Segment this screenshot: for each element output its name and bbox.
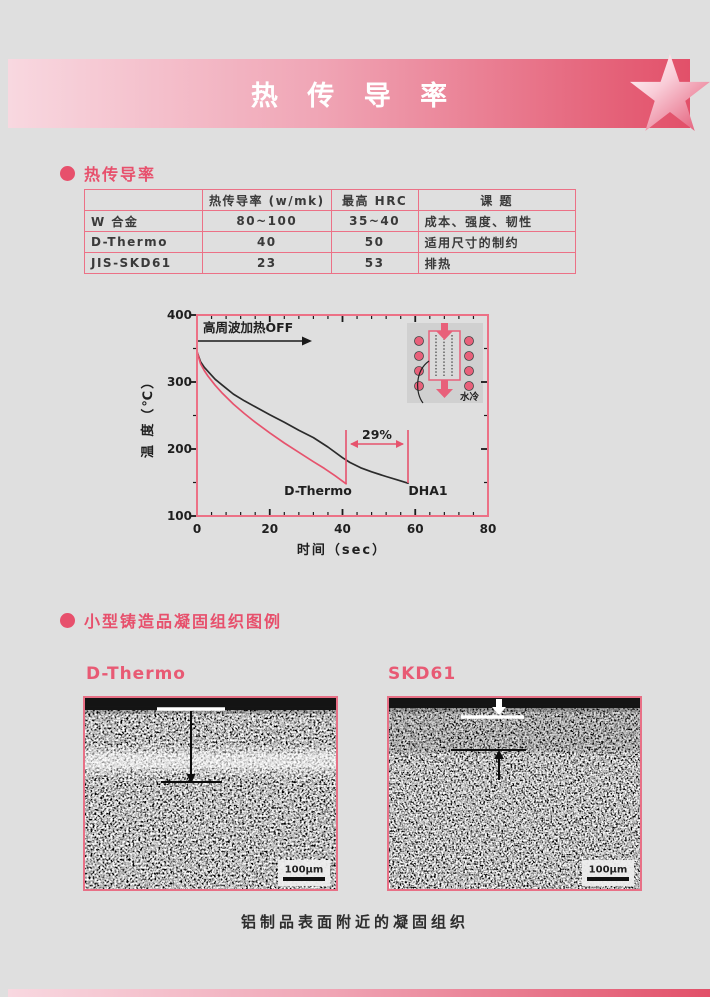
svg-text:40: 40 — [334, 522, 351, 536]
depth-arrowhead-icon — [186, 774, 196, 784]
water-cooling-inset: 水冷 — [407, 323, 483, 404]
heater-off-label: 高周波加热OFF — [203, 320, 293, 335]
cell-issue: 适用尺寸的制约 — [417, 231, 576, 253]
inset-label: 水冷 — [460, 391, 480, 403]
section-title: 热传导率 — [84, 165, 157, 184]
y-axis-title: 温 度（℃） — [140, 374, 156, 458]
svg-text:80: 80 — [480, 522, 497, 536]
cooling-chart-block: 水冷 0 20 40 60 80 100 200 300 400 高周波加热OFF 29% D-… — [130, 298, 530, 572]
footer-bar — [8, 989, 710, 997]
cell-material: D-Thermo — [84, 231, 203, 253]
scale-bar-line — [283, 877, 325, 881]
scale-label: 100μm — [589, 865, 628, 876]
grain-texture — [389, 698, 640, 889]
header-banner: 热 传 导 率 — [8, 59, 690, 128]
grain-texture — [85, 698, 336, 889]
table-header-row: 热传导率 (w/mk) 最高 HRC 课 题 — [84, 189, 576, 211]
cell-issue: 成本、强度、韧性 — [417, 210, 576, 232]
cell-hrc: 53 — [330, 252, 419, 274]
micrograph-dthermo: 100μm — [75, 696, 346, 891]
bullet-icon — [60, 612, 75, 628]
cell-material: JIS-SKD61 — [84, 252, 203, 274]
micrograph-skd61: 100μm — [379, 696, 650, 891]
surface-arrow-icon — [492, 699, 506, 715]
cell-material: W 合金 — [84, 210, 203, 232]
cell-conductivity: 40 — [202, 231, 332, 253]
svg-text:20: 20 — [261, 522, 278, 536]
table-row: JIS-SKD61 23 53 排热 — [84, 252, 576, 274]
x-axis-title: 时间（sec） — [297, 542, 387, 558]
svg-text:60: 60 — [407, 522, 424, 536]
table-row: D-Thermo 40 50 适用尺寸的制约 — [84, 231, 576, 253]
micrograph-skd61-image: 100μm — [379, 698, 650, 889]
heater-off-arrowhead-icon — [302, 336, 312, 346]
gap-arrowhead-right-icon — [396, 440, 404, 448]
header-hrc: 最高 HRC — [330, 189, 419, 211]
gap-percent-label: 29% — [362, 427, 392, 442]
section-heading-thermal: 热传导率 — [60, 161, 156, 185]
series-label-dha1: DHA1 — [408, 483, 447, 498]
section-heading-micro: 小型铸造品凝固组织图例 — [60, 608, 282, 632]
svg-text:300: 300 — [167, 375, 192, 389]
svg-text:200: 200 — [167, 442, 192, 456]
header-conductivity: 热传导率 (w/mk) — [202, 189, 332, 211]
micrograph-title-dthermo: D-Thermo — [86, 664, 186, 684]
bullet-icon — [60, 165, 75, 181]
table-row: W 合金 80~100 35~40 成本、强度、韧性 — [84, 210, 576, 232]
thermocouple-line — [417, 360, 430, 404]
plot-frame — [196, 314, 489, 517]
scale-bar: 100μm — [278, 860, 330, 886]
svg-text:0: 0 — [193, 522, 201, 536]
scale-bar-line — [587, 877, 629, 881]
water-flow-arrow-icon — [436, 323, 453, 398]
svg-text:400: 400 — [167, 308, 192, 322]
cell-conductivity: 80~100 — [202, 210, 332, 232]
cell-issue: 排热 — [417, 252, 576, 274]
micrograph-dthermo-image: 100μm — [75, 698, 346, 889]
cooling-chart: 水冷 0 20 40 60 80 100 200 300 400 高周波加热OFF 29% D-… — [140, 308, 496, 558]
surface-band — [389, 698, 640, 708]
scale-label: 100μm — [285, 865, 324, 876]
cell-hrc: 50 — [330, 231, 419, 253]
cell-hrc: 35~40 — [330, 210, 419, 232]
svg-text:100: 100 — [167, 509, 192, 523]
micrograph-caption: 铝制品表面附近的凝固组织 — [240, 913, 469, 931]
chill-zone-band — [75, 748, 346, 774]
conductivity-table: 热传导率 (w/mk) 最高 HRC 课 题 W 合金 80~100 35~40… — [84, 189, 576, 274]
chart-plot-area: 0 20 40 60 80 100 200 300 400 — [167, 308, 496, 536]
header-empty — [84, 189, 203, 211]
page-title: 热 传 导 率 — [250, 81, 458, 112]
section-title: 小型铸造品凝固组织图例 — [84, 612, 283, 631]
series-label-dthermo: D-Thermo — [284, 483, 352, 498]
scale-bar: 100μm — [582, 860, 634, 886]
gap-arrowhead-left-icon — [350, 440, 358, 448]
header-issue: 课 题 — [417, 189, 576, 211]
depth-arrowhead-icon — [494, 750, 504, 759]
micrograph-title-skd61: SKD61 — [388, 664, 457, 684]
cell-conductivity: 23 — [202, 252, 332, 274]
